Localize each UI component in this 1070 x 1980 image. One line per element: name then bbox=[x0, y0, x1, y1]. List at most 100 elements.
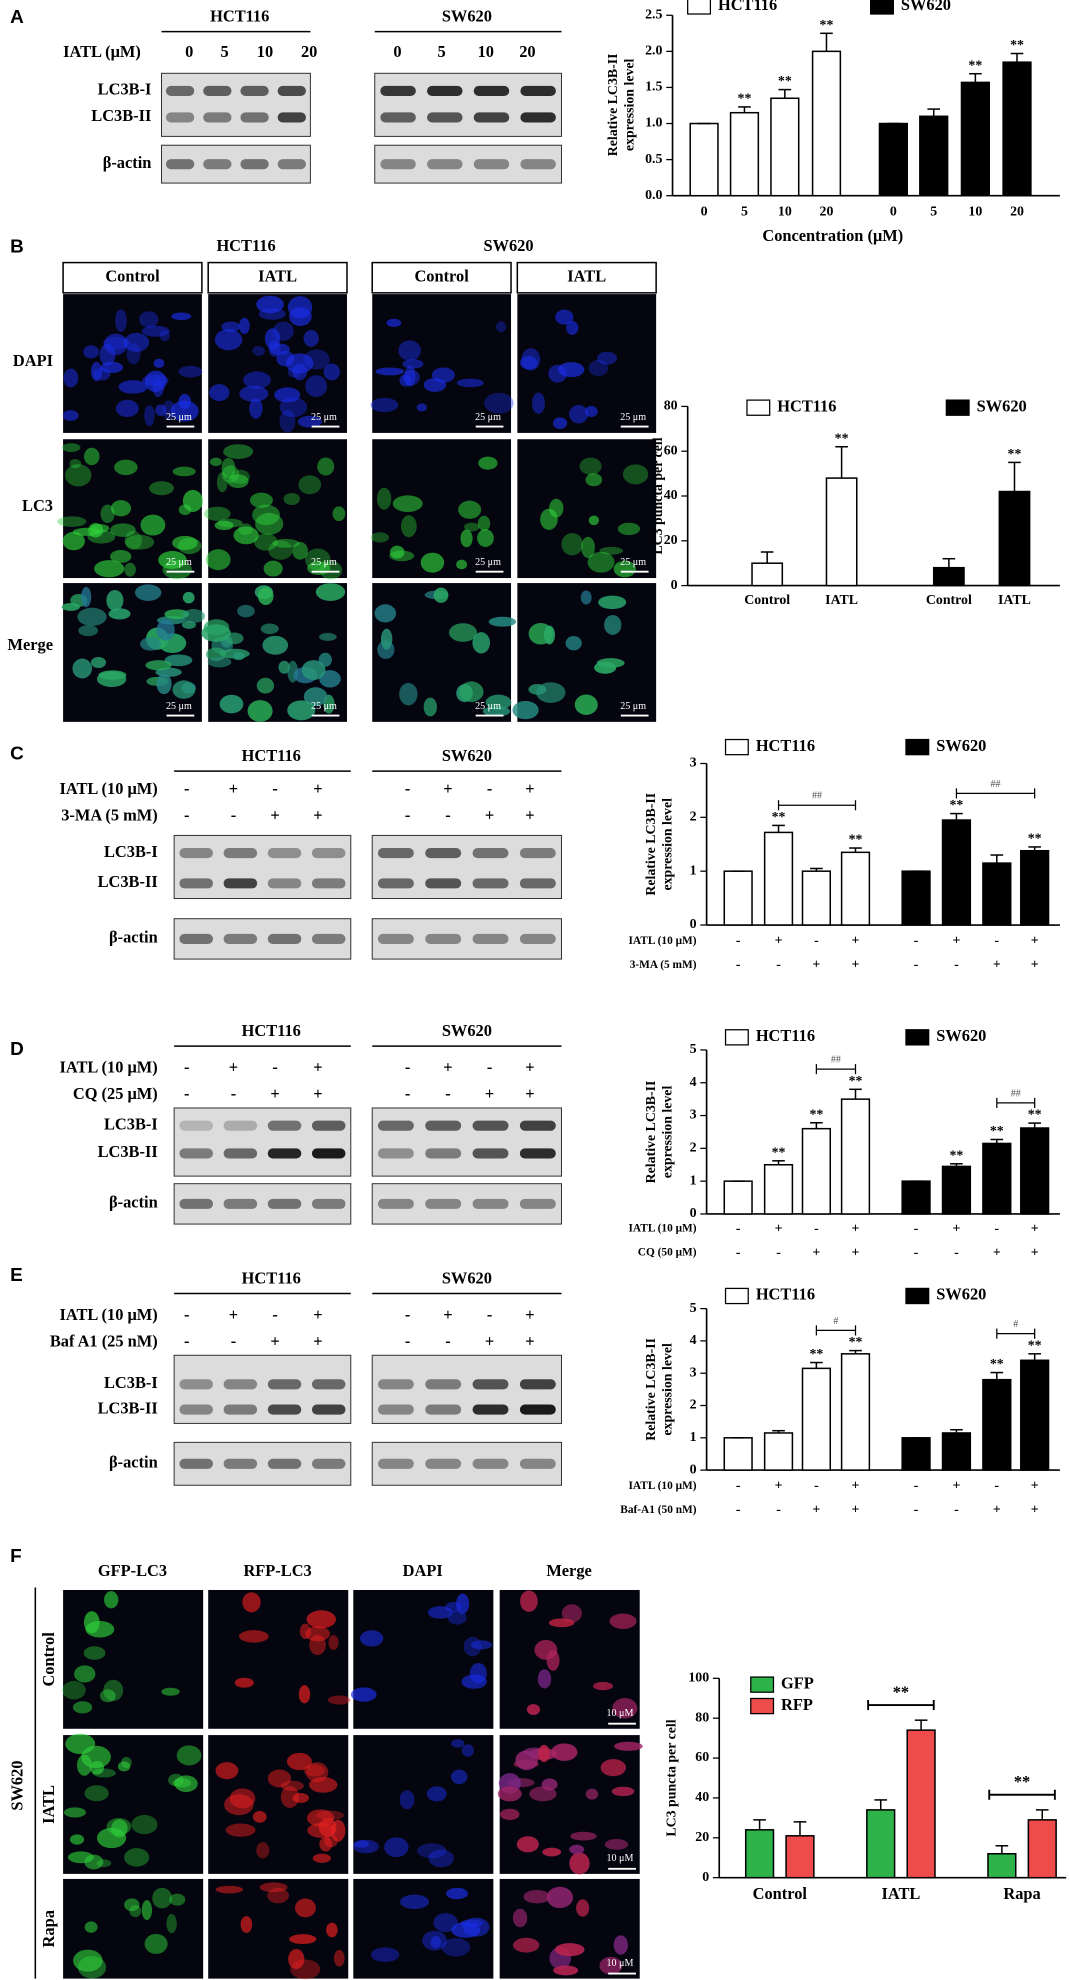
cell-signal bbox=[611, 1786, 635, 1797]
cell-signal bbox=[259, 1882, 288, 1893]
cell-signal bbox=[585, 1788, 599, 1800]
cell-signal bbox=[512, 700, 539, 720]
blot-membrane bbox=[173, 834, 352, 900]
cell-signal bbox=[598, 595, 627, 610]
treatment-sign: - bbox=[231, 1331, 236, 1350]
cell-signal bbox=[512, 700, 539, 720]
treatment-sign: + bbox=[525, 805, 534, 824]
cell-signal bbox=[399, 682, 418, 706]
condition-sign: + bbox=[812, 1245, 820, 1260]
cell-signal bbox=[177, 537, 202, 554]
legend-label: GFP bbox=[781, 1673, 814, 1692]
cell-signal bbox=[88, 523, 104, 538]
error-bar bbox=[995, 1845, 1009, 1854]
blot-band bbox=[377, 1404, 414, 1415]
cell-signal bbox=[456, 378, 484, 388]
micrograph bbox=[353, 1589, 494, 1729]
y-tick-label: 0.0 bbox=[645, 188, 662, 203]
cell-signal bbox=[242, 1592, 261, 1613]
blot-band bbox=[472, 1458, 509, 1469]
legend-swatch bbox=[750, 1676, 775, 1693]
cell-signal bbox=[134, 584, 162, 601]
cell-signal bbox=[292, 363, 308, 381]
condition-sign: + bbox=[1031, 1503, 1039, 1518]
treatment-sign: + bbox=[313, 805, 322, 824]
y-axis-label: expression level bbox=[622, 58, 637, 151]
cell-signal bbox=[283, 493, 301, 506]
cell-signal bbox=[118, 380, 148, 394]
blot-band bbox=[179, 1379, 213, 1390]
significance-mark: ** bbox=[1008, 447, 1022, 462]
legend-label: SW620 bbox=[977, 396, 1027, 415]
cell-signal bbox=[237, 604, 255, 618]
cell-signal bbox=[392, 495, 423, 512]
bar bbox=[801, 870, 832, 926]
cell-signal bbox=[585, 473, 603, 487]
treatment-sign: + bbox=[313, 1331, 322, 1350]
dose-label: 10 bbox=[257, 42, 273, 61]
blot-membrane bbox=[371, 918, 563, 960]
treatment-sign: + bbox=[525, 779, 534, 798]
cell-signal bbox=[155, 404, 167, 417]
scale-label: 25 μm bbox=[475, 701, 501, 712]
legend-swatch bbox=[945, 399, 970, 416]
cell-signal bbox=[303, 687, 328, 707]
cell-signal bbox=[267, 1769, 292, 1788]
cell-signal bbox=[269, 343, 290, 355]
row-label: LC3 bbox=[22, 496, 53, 515]
cell-signal bbox=[374, 604, 397, 623]
cell-signal bbox=[77, 607, 107, 626]
cell-signal bbox=[328, 1635, 339, 1651]
legend-label: SW620 bbox=[936, 736, 986, 755]
treatment-sign: + bbox=[525, 1331, 534, 1350]
band-label: β-actin bbox=[109, 1453, 158, 1472]
scale-label: 25 μm bbox=[166, 557, 192, 568]
error-bar bbox=[1010, 52, 1024, 63]
panel-label: C bbox=[10, 744, 24, 765]
bar bbox=[1020, 849, 1050, 926]
cell-signal bbox=[622, 464, 649, 485]
treatment-sign: + bbox=[270, 805, 279, 824]
cell-signal bbox=[201, 624, 231, 642]
x-tick-label: 0 bbox=[701, 204, 708, 219]
error-bar bbox=[1028, 846, 1041, 851]
cell-signal bbox=[69, 459, 82, 469]
cell-signal bbox=[569, 1844, 585, 1855]
cell-signal bbox=[426, 1786, 447, 1802]
blot-membrane bbox=[371, 1441, 563, 1486]
blot-band bbox=[473, 85, 510, 97]
cell-signal bbox=[548, 364, 567, 383]
x-tick-label: 10 bbox=[968, 204, 982, 219]
blot-band bbox=[165, 85, 195, 97]
treatment-label: IATL (10 μM) bbox=[59, 1058, 157, 1077]
cell-signal bbox=[263, 560, 283, 577]
cell-signal bbox=[319, 632, 337, 641]
cell-signal bbox=[104, 333, 128, 356]
error-bar bbox=[849, 1088, 862, 1100]
cell-signal bbox=[108, 608, 131, 620]
cell-signal bbox=[478, 456, 498, 470]
blot-band bbox=[311, 1458, 346, 1469]
cell-signal bbox=[81, 586, 92, 608]
treatment-sign: - bbox=[184, 1331, 189, 1350]
condition-label: IATL (10 μM) bbox=[629, 1480, 697, 1492]
cell-signal bbox=[274, 387, 301, 403]
column-header: Control bbox=[105, 266, 160, 285]
cell-signal bbox=[596, 351, 618, 365]
condition-sign: - bbox=[914, 1221, 919, 1236]
cell-signal bbox=[131, 1815, 158, 1835]
blot-band bbox=[425, 933, 462, 944]
treatment-sign: + bbox=[313, 1084, 322, 1103]
cell-signal bbox=[272, 538, 300, 548]
treatment-sign: + bbox=[270, 1331, 279, 1350]
treatment-sign: + bbox=[525, 1058, 534, 1077]
cell-signal bbox=[599, 1956, 623, 1975]
bar bbox=[941, 1432, 972, 1471]
condition-sign: - bbox=[736, 958, 741, 973]
error-bar bbox=[990, 854, 1004, 864]
cell-signal bbox=[134, 584, 162, 601]
error-bar bbox=[753, 1819, 766, 1830]
condition-sign: - bbox=[914, 1503, 919, 1518]
cell-signal bbox=[423, 697, 437, 717]
legend-swatch bbox=[750, 1697, 775, 1715]
